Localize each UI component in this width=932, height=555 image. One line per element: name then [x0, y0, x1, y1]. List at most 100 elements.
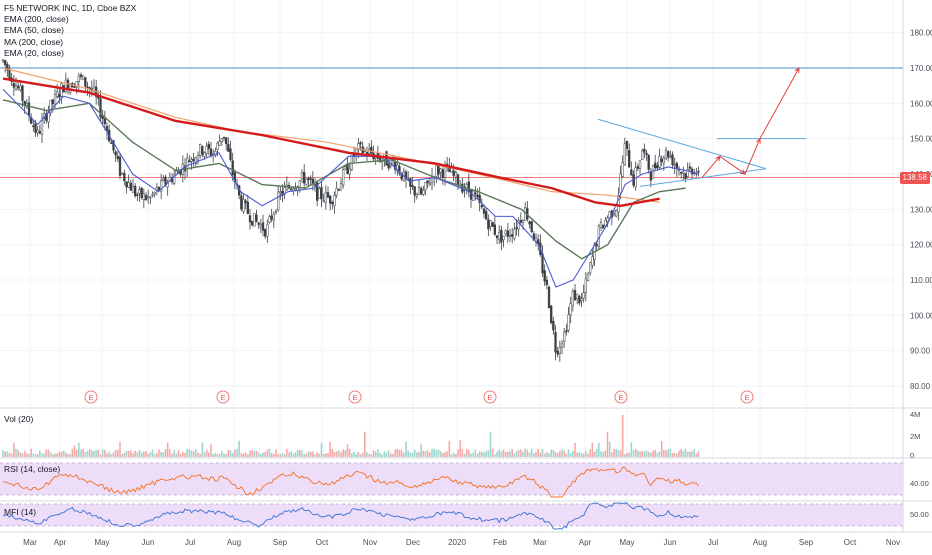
volume-bar-7	[17, 449, 19, 457]
ma200-line	[2, 67, 660, 203]
volume-bar-62	[136, 452, 139, 457]
volume-bar-83	[182, 451, 184, 457]
candle-body-303	[658, 156, 661, 168]
volume-bar-304	[660, 441, 663, 457]
candle-body-146	[318, 188, 321, 199]
candle-body-267	[580, 298, 583, 301]
candle-body-266	[578, 295, 581, 304]
volume-bar-3	[8, 452, 11, 457]
volume-bar-185	[403, 452, 405, 457]
candle-body-299	[649, 171, 653, 181]
candle-body-51	[112, 140, 115, 151]
candle-body-251	[545, 279, 548, 285]
volume-bar-27	[60, 451, 63, 457]
legend-ema50: EMA (50, close)	[4, 25, 64, 36]
volume-bar-281	[611, 452, 613, 457]
candle-body-296	[643, 148, 646, 153]
volume-bar-104	[227, 450, 230, 457]
volume-bar-280	[608, 441, 611, 457]
volume-bar-167	[364, 431, 366, 457]
candle-body-257	[558, 346, 561, 354]
candle-body-90	[196, 155, 200, 161]
volume-bar-194	[422, 450, 425, 457]
candle-body-141	[307, 178, 310, 180]
volume-bar-275	[598, 442, 600, 457]
volume-bar-87	[190, 450, 193, 457]
candle-body-91	[199, 144, 202, 156]
candle-body-25	[56, 91, 59, 97]
volume-bar-181	[394, 449, 396, 457]
volume-bar-17	[39, 450, 41, 457]
candle-body-104	[227, 143, 230, 152]
volume-bar-260	[565, 453, 568, 457]
volume-bar-72	[158, 449, 160, 457]
rsi-band	[0, 463, 903, 495]
candle-body-261	[567, 314, 570, 331]
candle-body-86	[188, 160, 191, 163]
volume-bar-189	[411, 453, 414, 457]
x-tick-label-10: 2020	[448, 538, 466, 547]
volume-bar-218	[474, 449, 477, 457]
candle-body-53	[116, 156, 119, 160]
volume-bar-315	[684, 448, 687, 457]
candle-body-252	[547, 286, 551, 309]
candle-body-39	[86, 86, 89, 88]
candle-body-14	[32, 125, 35, 127]
volume-bar-67	[147, 453, 149, 457]
x-tick-label-14: May	[619, 538, 634, 547]
volume-bar-269	[585, 450, 587, 457]
volume-bar-257	[559, 451, 561, 457]
volume-bar-173	[377, 449, 379, 457]
volume-bar-145	[316, 452, 318, 457]
candle-body-216	[469, 189, 473, 200]
candle-body-259	[563, 331, 566, 342]
candle-body-178	[387, 163, 390, 169]
volume-bar-248	[539, 452, 542, 457]
volume-bar-106	[231, 452, 234, 457]
volume-bar-161	[351, 453, 353, 457]
volume-bar-307	[667, 449, 669, 457]
candle-body-195	[424, 182, 427, 190]
candle-body-89	[194, 157, 197, 164]
volume-bar-232	[504, 452, 507, 457]
candle-body-282	[612, 213, 616, 216]
candle-body-232	[504, 230, 507, 235]
candle-body-283	[615, 210, 618, 217]
candle-body-309	[671, 154, 674, 166]
volume-bar-205	[446, 451, 448, 457]
volume-bar-266	[578, 452, 581, 457]
candle-body-115	[251, 220, 254, 226]
candle-body-148	[322, 200, 325, 202]
volume-bar-125	[273, 454, 275, 457]
volume-tick-1: 2M	[910, 432, 920, 441]
volume-bar-251	[546, 451, 548, 457]
candle-body-243	[528, 221, 531, 225]
candle-body-181	[394, 161, 397, 170]
earnings-marker-label-3: E	[487, 393, 492, 402]
volume-bar-22	[49, 452, 52, 457]
candle-body-224	[487, 219, 490, 230]
volume-bar-253	[550, 449, 552, 457]
volume-bar-186	[405, 441, 407, 457]
volume-bar-200	[435, 449, 438, 457]
volume-bar-34	[75, 449, 78, 457]
candle-body-201	[437, 165, 440, 175]
volume-bar-271	[589, 448, 591, 457]
candle-body-37	[82, 75, 85, 80]
volume-bar-160	[348, 448, 351, 457]
candle-body-0	[1, 59, 5, 62]
volume-bar-157	[342, 449, 344, 457]
volume-bar-86	[188, 448, 191, 457]
volume-bar-0	[2, 449, 4, 457]
candle-body-317	[688, 166, 692, 169]
candle-body-284	[617, 195, 620, 213]
ema200-line	[2, 77, 660, 207]
candle-body-305	[662, 157, 666, 164]
candle-body-164	[357, 143, 360, 151]
volume-bar-76	[166, 442, 169, 457]
earnings-marker-2	[348, 390, 362, 404]
volume-bar-91	[199, 454, 201, 457]
volume-bar-285	[619, 450, 622, 457]
volume-bar-25	[56, 453, 58, 457]
